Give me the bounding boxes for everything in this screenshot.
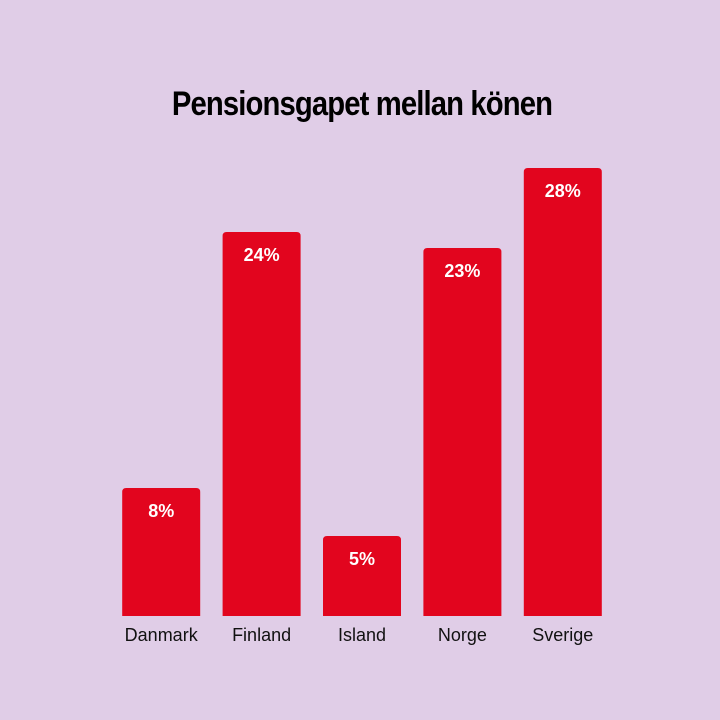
x-tick-label: Island bbox=[338, 625, 386, 645]
x-tick-label: Finland bbox=[232, 625, 291, 645]
value-label: 28% bbox=[545, 181, 581, 201]
value-label: 23% bbox=[444, 261, 480, 281]
bar bbox=[423, 248, 502, 616]
value-label: 24% bbox=[244, 245, 280, 265]
x-tick-label: Norge bbox=[438, 625, 487, 645]
bar bbox=[222, 232, 301, 616]
value-label: 5% bbox=[349, 549, 375, 569]
bar bbox=[523, 168, 602, 616]
bar bbox=[122, 488, 201, 616]
value-label: 8% bbox=[148, 501, 174, 521]
x-tick-label: Sverige bbox=[532, 625, 593, 645]
x-tick-label: Danmark bbox=[125, 625, 199, 645]
bar bbox=[323, 536, 401, 616]
chart-title: Pensionsgapet mellan könen bbox=[172, 84, 552, 123]
